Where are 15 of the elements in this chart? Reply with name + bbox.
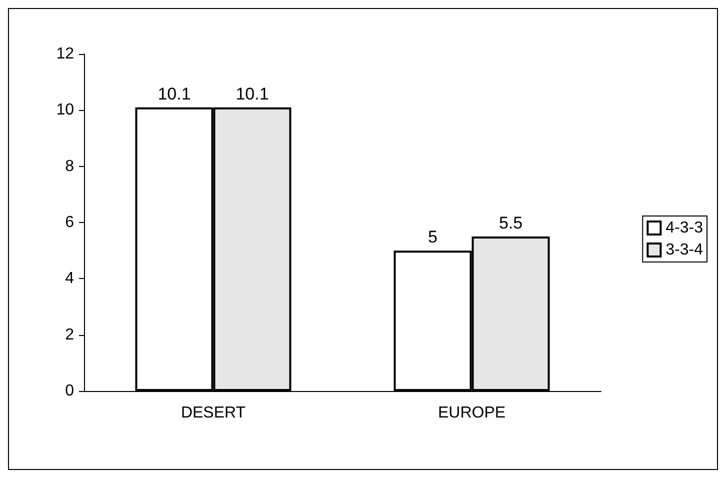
y-tick-label: 8: [65, 158, 74, 175]
data-label: 5: [428, 228, 438, 247]
x-tick-label: DESERT: [180, 404, 246, 422]
y-tick-label: 6: [65, 214, 74, 231]
y-tick-label: 4: [65, 270, 74, 288]
y-tick-label: 10: [56, 102, 74, 119]
legend-label: 3-3-4: [666, 242, 704, 258]
x-tick-label: EUROPE: [438, 404, 506, 422]
data-label: 10.1: [236, 84, 269, 104]
y-tick-label: 0: [65, 382, 74, 400]
data-label: 10.1: [158, 84, 191, 104]
y-tick-label: 12: [56, 46, 74, 62]
data-label: 5.5: [498, 214, 523, 233]
legend-label: 4-3-3: [666, 220, 704, 236]
y-tick-label: 2: [65, 326, 74, 344]
